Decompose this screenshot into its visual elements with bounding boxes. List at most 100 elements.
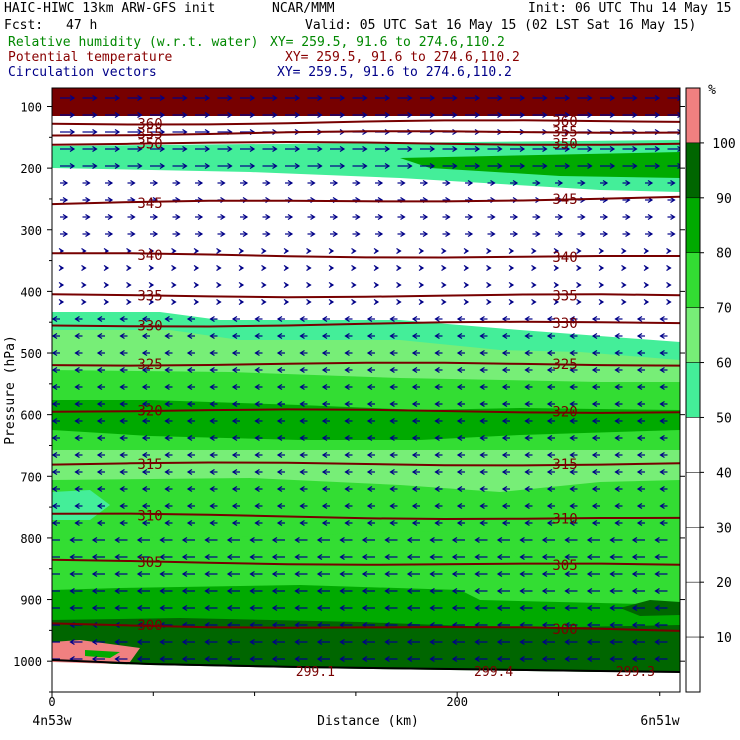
wind-vector-head [512, 179, 519, 187]
wind-vector-head [614, 417, 620, 425]
colorbar-level-label: 70 [716, 302, 732, 317]
wind-vector-head [58, 264, 65, 272]
wind-vector-head [193, 298, 200, 306]
init-time: Init: 06 UTC Thu 14 May 15 [528, 1, 732, 16]
wind-vector-head [569, 417, 575, 425]
wind-vector-head [226, 570, 233, 578]
wind-vector-head [220, 230, 226, 238]
wind-vector-head [587, 111, 593, 119]
wind-vector-head [141, 434, 148, 442]
wind-vector-head [411, 434, 418, 442]
wind-vector-head [209, 349, 215, 357]
wind-vector-head [107, 230, 114, 238]
isentrope-line [52, 320, 680, 328]
plot-frame [51, 87, 681, 693]
wind-vector-head [546, 451, 553, 459]
wind-vector-head [591, 417, 598, 425]
wind-vector-head [654, 621, 660, 629]
wind-vector-head [609, 553, 615, 561]
wind-vector-head [119, 468, 125, 476]
wind-vector-head [384, 553, 390, 561]
wind-vector-head [564, 145, 571, 153]
wind-vector-head [316, 570, 323, 578]
wind-vector-head [114, 536, 120, 544]
isentrope-label: 335 [137, 289, 162, 305]
wind-vector-head [164, 468, 170, 476]
wind-vector-head [186, 332, 193, 340]
wind-vector-head [171, 281, 177, 289]
wind-vector-head [81, 264, 87, 272]
wind-vector-head [677, 145, 680, 153]
wind-vector-head [126, 281, 132, 289]
wind-vector-head [226, 655, 233, 663]
wind-vector-head [209, 502, 215, 510]
wind-vector-head [451, 587, 458, 595]
wind-vector-head [519, 162, 526, 170]
wind-vector-head [103, 298, 110, 306]
wind-vector-head [119, 349, 125, 357]
wind-vector-head [474, 111, 481, 119]
wind-vector-head [377, 213, 384, 221]
y-axis-label: Pressure (hPa) [3, 335, 18, 445]
wind-vector-head [74, 468, 80, 476]
wind-vector-head [670, 196, 676, 204]
wind-vector-head [542, 145, 548, 153]
wind-vector-head [389, 383, 395, 391]
wind-vector-head [384, 570, 390, 578]
wind-vector-head [52, 605, 53, 611]
wind-vector-head [451, 553, 458, 561]
wind-vector-head [136, 604, 143, 612]
wind-vector-head [321, 468, 328, 476]
wind-vector-head [361, 536, 368, 544]
wind-vector-head [351, 298, 357, 306]
wind-vector-head [271, 536, 278, 544]
wind-vector-head [344, 502, 350, 510]
wind-vector-head [119, 332, 125, 340]
wind-vector-head [231, 468, 238, 476]
wind-vector-head [564, 655, 570, 663]
wind-vector-head [227, 111, 233, 119]
wind-vector-head [159, 655, 165, 663]
wind-vector-head [524, 349, 530, 357]
wind-vector-head [631, 587, 638, 595]
wind-vector-head [96, 315, 103, 323]
wind-vector-head [445, 230, 451, 238]
wind-vector-head [141, 383, 148, 391]
wind-vector-head [659, 502, 665, 510]
wind-vector-head [220, 213, 226, 221]
wind-vector-head [411, 468, 418, 476]
wind-vector-head [479, 519, 485, 527]
wind-vector-head [407, 162, 413, 170]
isentrope-label: 315 [552, 457, 577, 473]
wind-vector-head [366, 434, 373, 442]
wind-vector-head [328, 264, 335, 272]
wind-vector-head [474, 570, 480, 578]
wind-vector-head [508, 264, 515, 272]
isentrope-label: 300 [137, 618, 162, 634]
wind-vector-head [272, 111, 278, 119]
wind-vector-head [119, 451, 125, 459]
wind-vector-head [52, 502, 58, 510]
wind-vector-head [249, 536, 255, 544]
wind-vector-head [299, 366, 305, 374]
wind-vector-head [339, 111, 346, 119]
wind-vector-head [316, 638, 323, 646]
colorbar: 100 90 80 70 60 50 40 30 20 10 [685, 87, 736, 693]
wind-vector-head [52, 332, 58, 340]
wind-vector-head [344, 434, 350, 442]
wind-vector-head [276, 468, 283, 476]
wind-vector-head [609, 621, 615, 629]
wind-vector-head [625, 179, 631, 187]
wind-vector-head [366, 417, 373, 425]
wind-vector-head [654, 638, 660, 646]
wind-vector-head [519, 145, 526, 153]
y-tick-label: 800 [20, 532, 42, 546]
wind-vector-head [216, 281, 222, 289]
wind-vector-head [249, 587, 255, 595]
isentrope-label: 350 [552, 136, 577, 152]
wind-vector-head [209, 485, 215, 493]
wind-vector-head [164, 332, 170, 340]
wind-vector-head [74, 502, 80, 510]
wind-vector-head [321, 451, 328, 459]
wind-vector-head [344, 485, 350, 493]
